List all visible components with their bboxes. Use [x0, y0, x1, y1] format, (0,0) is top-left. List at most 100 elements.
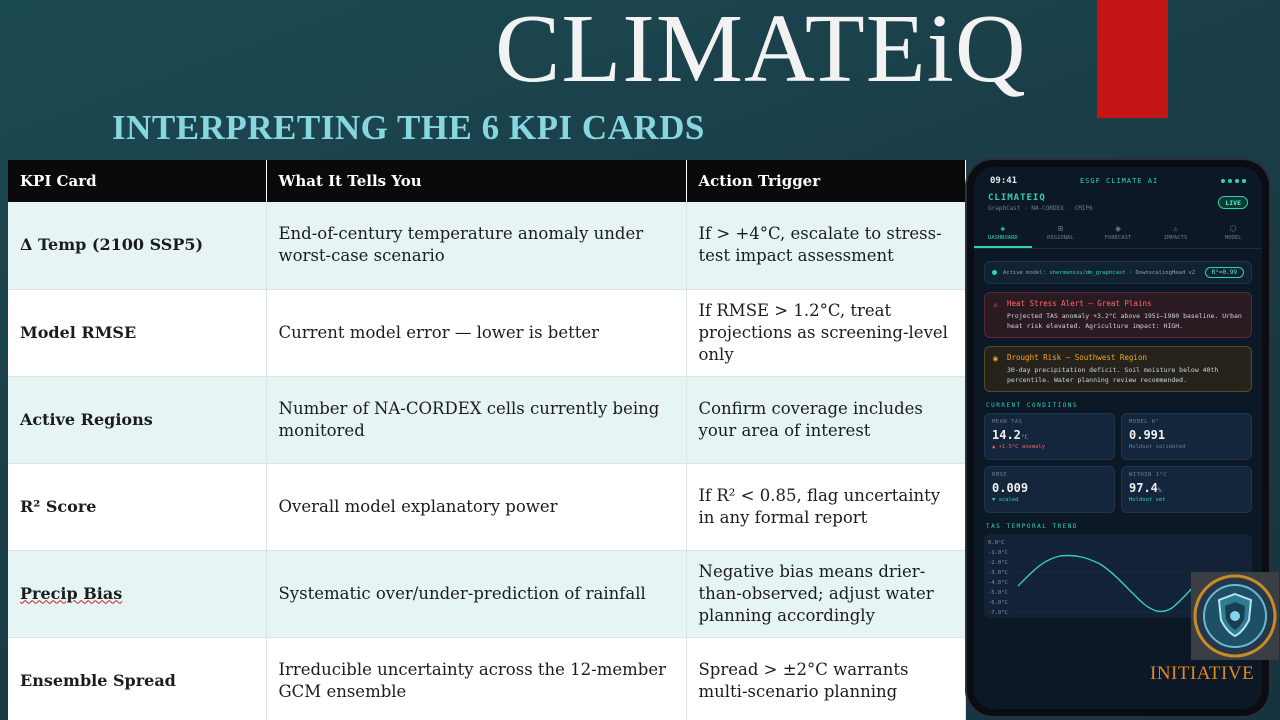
card-value: 0.009 — [992, 481, 1107, 495]
dashboard-icon: ◈ — [1000, 224, 1006, 233]
app-subtitle: GraphCast · NA-CORDEX · CMIP6 — [988, 205, 1093, 212]
trigger-cell: If RMSE > 1.2°C, treat projections as sc… — [686, 289, 966, 377]
red-accent-block — [1097, 0, 1168, 118]
active-model-text: Active model: shermansiu/dm_graphcast · … — [1003, 269, 1199, 277]
status-bar: 09:41 ESGF CLIMATE AI — [974, 167, 1262, 186]
brand-title: CLIMATEiQ — [495, 0, 1027, 103]
trend-tick-label: -6.0°C — [988, 600, 1008, 606]
tab-impacts[interactable]: ⚠ IMPACTS — [1147, 221, 1205, 248]
tab-label: FORECAST — [1104, 235, 1132, 241]
tab-label: REGIONAL — [1047, 235, 1074, 241]
tab-forecast[interactable]: ◉ FORECAST — [1089, 221, 1147, 248]
trend-tick-label: -5.0°C — [988, 590, 1008, 596]
meaning-cell: Current model error — lower is better — [266, 289, 687, 377]
column-header: KPI Card — [8, 160, 267, 202]
conditions-grid: MEAN TAS 14.2°C ▲ +1.5°C anomaly MODEL R… — [974, 413, 1262, 513]
column-header: Action Trigger — [686, 160, 966, 202]
phone-screen: 09:41 ESGF CLIMATE AI CLIMATEIQ GraphCas… — [974, 167, 1262, 709]
table-header-row: KPI Card What It Tells You Action Trigge… — [8, 160, 966, 202]
card-note: ▼ scaled — [992, 497, 1019, 503]
alert-title: Drought Risk — Southwest Region — [1007, 353, 1147, 362]
page-subtitle: INTERPRETING THE 6 KPI CARDS — [112, 108, 705, 147]
trigger-cell: Negative bias means drier-than-observed;… — [686, 550, 966, 638]
kpi-cell: Ensemble Spread — [8, 637, 267, 720]
alert-title: Heat Stress Alert — Great Plains — [1007, 299, 1152, 308]
tab-label: MODEL — [1224, 235, 1242, 241]
warning-icon: ⚠ — [1173, 224, 1178, 233]
card-note: Holdout validated — [1129, 444, 1186, 450]
kpi-cell: Δ Temp (2100 SSP5) — [8, 202, 267, 290]
initiative-label: INITIATIVE — [1150, 663, 1255, 684]
meaning-cell: Systematic over/under-prediction of rain… — [266, 550, 687, 638]
table-row: Model RMSE Current model error — lower i… — [8, 289, 966, 377]
kpi-cell: R² Score — [8, 463, 267, 551]
tab-regional[interactable]: ⊞ REGIONAL — [1032, 221, 1090, 248]
table-row: Precip Bias Systematic over/under-predic… — [8, 550, 966, 638]
handsonlabs-badge-logo — [1191, 572, 1279, 660]
alert-body: 30-day precipitation deficit. Soil moist… — [1007, 366, 1219, 384]
card-note: Holdout set — [1129, 497, 1166, 503]
card-unit: °C — [1020, 434, 1029, 441]
card-value: 0.991 — [1129, 428, 1244, 442]
kpi-cell: Model RMSE — [8, 289, 267, 377]
status-dots-icon — [1221, 179, 1246, 183]
kpi-table: KPI Card What It Tells You Action Trigge… — [8, 160, 966, 720]
card-label: WITHIN 1°C — [1129, 472, 1168, 478]
trigger-cell: Confirm coverage includes your area of i… — [686, 376, 966, 464]
card-label: MODEL R² — [1129, 419, 1160, 425]
trend-tick-label: -7.0°C — [988, 610, 1008, 616]
kpi-card-within-1c[interactable]: WITHIN 1°C 97.4% Holdout set — [1121, 466, 1252, 513]
model-suffix: · DownscalingHead v2 — [1125, 269, 1196, 276]
status-app-label: ESGF CLIMATE AI — [1079, 177, 1159, 185]
model-icon: ⬡ — [1229, 224, 1237, 233]
active-model-bar: Active model: shermansiu/dm_graphcast · … — [984, 261, 1252, 284]
drought-icon: ◉ — [993, 354, 998, 363]
meaning-cell: End-of-century temperature anomaly under… — [266, 202, 687, 290]
tab-dashboard[interactable]: ◈ DASHBOARD — [974, 221, 1032, 248]
current-conditions-label: CURRENT CONDITIONS — [986, 402, 1079, 409]
card-number: 0.991 — [1129, 428, 1166, 442]
meaning-cell: Number of NA-CORDEX cells currently bein… — [266, 376, 687, 464]
card-label: RMSE — [992, 472, 1008, 478]
card-value: 14.2°C — [992, 428, 1107, 442]
trend-line — [1017, 554, 1199, 613]
kpi-card-rmse[interactable]: RMSE 0.009 ▼ scaled — [984, 466, 1115, 513]
trend-tick-label: -3.0°C — [988, 570, 1008, 576]
tab-label: IMPACTS — [1163, 235, 1188, 241]
trend-tick-label: -1.0°C — [988, 550, 1008, 556]
table-row: Ensemble Spread Irreducible uncertainty … — [8, 637, 966, 720]
status-dot-icon — [992, 270, 997, 275]
kpi-cell: Active Regions — [8, 376, 267, 464]
card-note: ▲ +1.5°C anomaly — [992, 444, 1045, 450]
grid-icon: ⊞ — [1057, 224, 1063, 233]
phone-mockup: 09:41 ESGF CLIMATE AI CLIMATEIQ GraphCas… — [967, 160, 1269, 716]
tab-label: DASHBOARD — [987, 235, 1018, 241]
model-id: shermansiu/dm_graphcast — [1049, 269, 1126, 276]
alert-body: Projected TAS anomaly +3.2°C above 1951–… — [1007, 312, 1242, 330]
kpi-card-model-r2[interactable]: MODEL R² 0.991 Holdout validated — [1121, 413, 1252, 460]
table-row: Active Regions Number of NA-CORDEX cells… — [8, 376, 966, 464]
trigger-cell: If R² < 0.85, flag uncertainty in any fo… — [686, 463, 966, 551]
meaning-cell: Overall model explanatory power — [266, 463, 687, 551]
tab-model[interactable]: ⬡ MODEL — [1204, 221, 1262, 248]
kpi-label-spellcheck: Precip Bias — [20, 583, 123, 603]
drought-risk-alert[interactable]: ◉ Drought Risk — Southwest Region 30-day… — [984, 346, 1252, 392]
card-unit: % — [1157, 487, 1162, 494]
card-number: 97.4 — [1129, 481, 1158, 495]
live-badge: LIVE — [1218, 196, 1248, 209]
forecast-icon: ◉ — [1115, 224, 1121, 233]
kpi-card-mean-tas[interactable]: MEAN TAS 14.2°C ▲ +1.5°C anomaly — [984, 413, 1115, 460]
trend-tick-label: -2.0°C — [988, 560, 1008, 566]
card-label: MEAN TAS — [992, 419, 1023, 425]
column-header: What It Tells You — [266, 160, 687, 202]
card-number: 0.009 — [992, 481, 1029, 495]
trend-tick-label: -4.0°C — [988, 580, 1008, 586]
app-header: CLIMATEIQ GraphCast · NA-CORDEX · CMIP6 … — [974, 186, 1262, 212]
trend-tick-label: 0.0°C — [988, 540, 1005, 546]
card-value: 97.4% — [1129, 481, 1244, 495]
trend-label: TAS TEMPORAL TREND — [986, 523, 1079, 530]
heat-stress-alert[interactable]: ⚠ Heat Stress Alert — Great Plains Proje… — [984, 292, 1252, 338]
card-number: 14.2 — [992, 428, 1021, 442]
table-row: Δ Temp (2100 SSP5) End-of-century temper… — [8, 202, 966, 290]
status-time: 09:41 — [990, 176, 1018, 186]
